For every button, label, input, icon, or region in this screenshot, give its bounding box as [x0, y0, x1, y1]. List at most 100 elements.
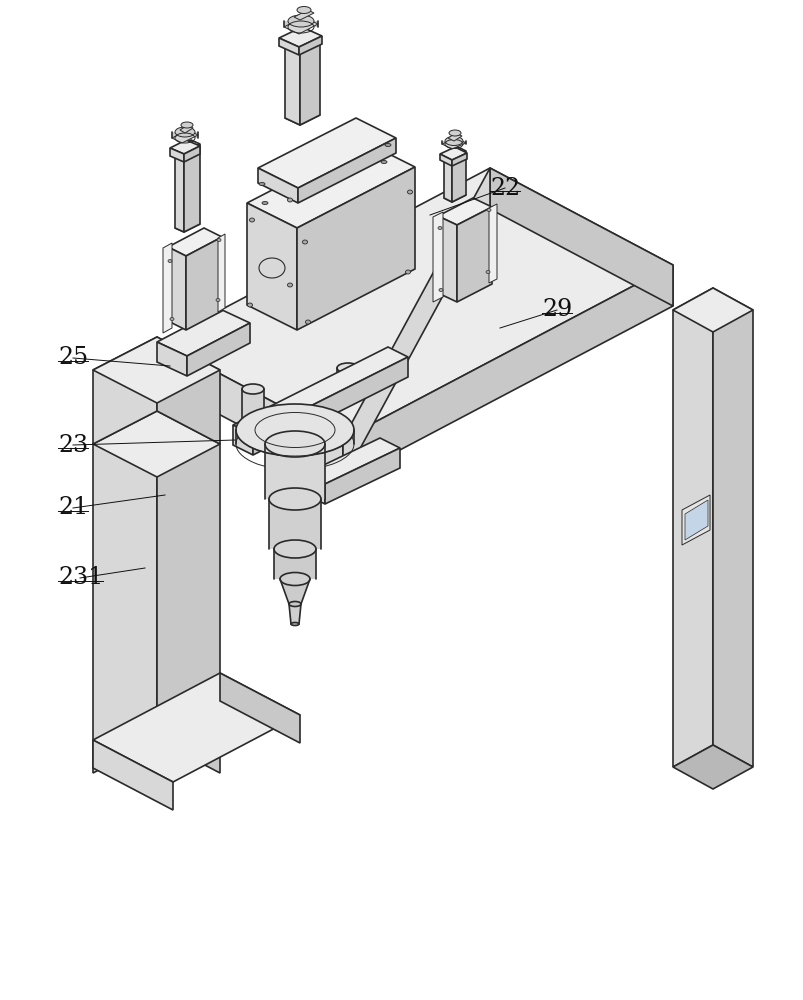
Polygon shape [233, 425, 253, 455]
Polygon shape [279, 38, 299, 55]
Polygon shape [185, 237, 222, 330]
Text: 23: 23 [58, 434, 88, 456]
Polygon shape [294, 10, 314, 20]
Polygon shape [343, 168, 489, 480]
Polygon shape [169, 140, 200, 154]
Text: 231: 231 [58, 566, 103, 589]
Polygon shape [93, 411, 220, 477]
Polygon shape [304, 474, 324, 504]
Polygon shape [93, 740, 173, 810]
Polygon shape [175, 148, 184, 232]
Polygon shape [247, 142, 414, 228]
Polygon shape [451, 153, 467, 166]
Ellipse shape [217, 238, 221, 241]
Polygon shape [168, 228, 222, 256]
Polygon shape [443, 154, 451, 202]
Polygon shape [175, 220, 200, 232]
Ellipse shape [181, 122, 193, 128]
Ellipse shape [287, 15, 314, 27]
Polygon shape [439, 154, 451, 166]
Ellipse shape [247, 303, 252, 307]
Polygon shape [168, 247, 185, 330]
Polygon shape [180, 125, 193, 133]
Ellipse shape [485, 270, 489, 273]
Ellipse shape [236, 404, 353, 456]
Ellipse shape [216, 298, 220, 302]
Polygon shape [451, 151, 466, 202]
Polygon shape [274, 549, 316, 579]
Ellipse shape [169, 318, 173, 320]
Polygon shape [236, 430, 353, 444]
Polygon shape [283, 17, 318, 34]
Ellipse shape [302, 240, 307, 244]
Polygon shape [439, 147, 467, 160]
Polygon shape [672, 745, 752, 789]
Polygon shape [288, 604, 300, 624]
Polygon shape [681, 495, 709, 545]
Ellipse shape [269, 488, 320, 510]
Ellipse shape [381, 161, 386, 164]
Polygon shape [284, 31, 320, 45]
Polygon shape [296, 167, 414, 330]
Ellipse shape [242, 384, 263, 394]
Polygon shape [258, 118, 396, 188]
Polygon shape [172, 132, 198, 138]
Text: 21: 21 [58, 496, 88, 520]
Polygon shape [242, 389, 263, 427]
Ellipse shape [279, 572, 310, 585]
Polygon shape [712, 288, 752, 767]
Ellipse shape [288, 601, 300, 606]
Ellipse shape [175, 127, 195, 137]
Ellipse shape [274, 540, 316, 558]
Polygon shape [324, 448, 400, 504]
Text: 29: 29 [541, 298, 572, 322]
Polygon shape [279, 579, 310, 604]
Polygon shape [300, 38, 320, 125]
Polygon shape [438, 198, 491, 225]
Polygon shape [157, 337, 220, 444]
Ellipse shape [168, 259, 172, 262]
Ellipse shape [259, 183, 265, 186]
Text: 25: 25 [58, 347, 88, 369]
Polygon shape [299, 36, 321, 55]
Ellipse shape [438, 227, 442, 230]
Ellipse shape [305, 320, 310, 324]
Ellipse shape [287, 198, 292, 202]
Ellipse shape [336, 393, 359, 403]
Polygon shape [258, 168, 298, 203]
Polygon shape [433, 212, 442, 302]
Polygon shape [447, 133, 462, 141]
Polygon shape [93, 337, 157, 444]
Polygon shape [343, 265, 672, 480]
Ellipse shape [336, 363, 359, 373]
Ellipse shape [444, 137, 463, 146]
Ellipse shape [291, 622, 299, 626]
Polygon shape [172, 130, 198, 143]
Polygon shape [157, 411, 220, 773]
Polygon shape [93, 411, 157, 773]
Polygon shape [218, 234, 225, 312]
Polygon shape [265, 444, 324, 499]
Polygon shape [438, 216, 456, 302]
Polygon shape [220, 673, 300, 743]
Polygon shape [157, 342, 187, 376]
Polygon shape [283, 21, 318, 27]
Polygon shape [184, 146, 200, 162]
Polygon shape [443, 147, 466, 158]
Polygon shape [93, 673, 300, 782]
Polygon shape [304, 438, 400, 484]
Polygon shape [456, 207, 491, 302]
Polygon shape [442, 138, 466, 149]
Polygon shape [284, 108, 320, 125]
Text: 22: 22 [489, 177, 520, 200]
Ellipse shape [296, 7, 311, 14]
Ellipse shape [405, 270, 410, 274]
Polygon shape [279, 27, 321, 47]
Ellipse shape [407, 190, 412, 194]
Polygon shape [247, 203, 296, 330]
Polygon shape [169, 148, 184, 162]
Polygon shape [672, 288, 712, 767]
Ellipse shape [242, 422, 263, 432]
Polygon shape [488, 204, 496, 283]
Ellipse shape [249, 218, 255, 222]
